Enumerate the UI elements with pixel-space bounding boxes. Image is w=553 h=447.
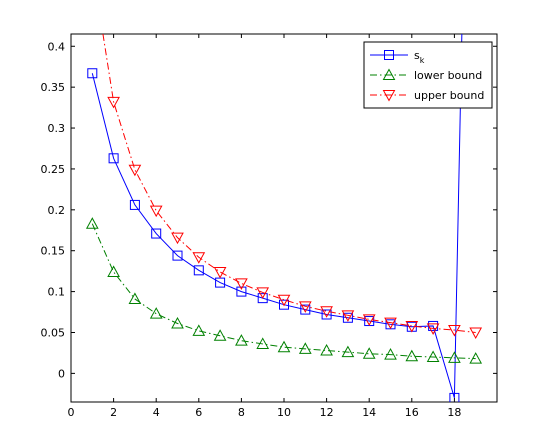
marker-triangle-up — [298, 342, 312, 354]
legend-label-0: sk — [414, 49, 425, 65]
marker-triangle-down — [107, 96, 120, 109]
marker-triangle-up — [235, 334, 248, 346]
series-2 — [102, 34, 483, 340]
marker-triangle-up — [384, 348, 397, 360]
marker-triangle-up — [171, 316, 184, 329]
marker-square — [279, 299, 289, 310]
marker-square — [172, 250, 183, 261]
x-tick-label: 12 — [320, 406, 334, 419]
marker-square — [257, 293, 268, 304]
marker-square — [321, 309, 332, 320]
marker-triangle-down — [320, 306, 333, 318]
series-line — [91, 223, 476, 360]
series-layer — [85, 34, 483, 402]
x-tick-label: 16 — [405, 406, 419, 419]
series-1 — [85, 217, 483, 364]
marker-square — [151, 228, 162, 239]
marker-triangle-up — [107, 265, 120, 277]
marker-triangle-up — [341, 345, 355, 358]
marker-triangle-up — [149, 307, 163, 319]
x-tick-label: 4 — [153, 406, 160, 419]
x-tick-label: 0 — [68, 406, 75, 419]
marker-triangle-up — [448, 351, 461, 363]
marker-square — [449, 392, 460, 402]
marker-triangle-up — [192, 324, 206, 336]
y-tick-label: 0.3 — [48, 122, 66, 135]
marker-triangle-up — [85, 217, 99, 229]
legend-label-1: lower bound — [414, 69, 482, 82]
marker-square — [236, 286, 247, 297]
marker-square — [108, 153, 119, 164]
x-tick-label: 14 — [362, 406, 376, 419]
marker-triangle-down — [149, 205, 163, 218]
marker-triangle-down — [256, 287, 270, 299]
marker-triangle-up — [213, 329, 227, 341]
tick-labels: 0 2 4 6 8 10 12 14 16 18 0 0.05 0.1 0.15 0.2 0.25 0.3 0.3… — [41, 40, 462, 419]
y-tick-label: 0.05 — [41, 326, 66, 339]
x-tick-label: 18 — [447, 406, 461, 419]
marker-triangle-down — [384, 317, 397, 330]
y-tick-label: 0.1 — [48, 286, 66, 299]
y-tick-label: 0.2 — [48, 204, 66, 217]
marker-triangle-up — [405, 349, 419, 362]
marker-square — [384, 50, 394, 60]
marker-triangle-down — [362, 314, 376, 326]
legend-label-subscript: k — [420, 56, 425, 65]
marker-triangle-down — [469, 327, 483, 340]
marker-square — [300, 304, 311, 315]
marker-triangle-down — [192, 252, 206, 264]
marker-square — [342, 312, 353, 323]
y-tick-label: 0.25 — [41, 163, 66, 176]
x-tick-label: 8 — [238, 406, 245, 419]
marker-triangle-up — [426, 350, 440, 363]
marker-triangle-down — [128, 164, 142, 177]
y-tick-label: 0.15 — [41, 245, 66, 258]
y-tick-label: 0 — [58, 367, 65, 380]
x-tick-label: 6 — [195, 406, 202, 419]
marker-triangle-up — [469, 352, 483, 364]
marker-triangle-up — [362, 347, 376, 359]
x-tick-label: 2 — [110, 406, 117, 419]
x-tick-label: 10 — [277, 406, 291, 419]
marker-triangle-down — [448, 325, 461, 337]
marker-triangle-down — [382, 90, 396, 102]
legend-label-2: upper bound — [414, 89, 484, 102]
marker-triangle-up — [320, 343, 333, 356]
marker-triangle-down — [298, 301, 312, 313]
y-tick-label: 0.35 — [41, 81, 66, 94]
marker-triangle-up — [256, 337, 270, 349]
marker-triangle-down — [171, 232, 184, 245]
y-tick-label: 0.4 — [48, 40, 66, 53]
marker-square — [87, 68, 98, 79]
marker-triangle-down — [341, 310, 355, 322]
marker-triangle-down — [277, 294, 291, 307]
marker-triangle-up — [277, 340, 291, 353]
legend: sk lower bound upper bound — [363, 41, 493, 109]
marker-triangle-down — [405, 320, 419, 333]
marker-triangle-down — [426, 323, 440, 335]
marker-triangle-down — [213, 266, 227, 279]
marker-triangle-up — [382, 68, 396, 80]
marker-square — [193, 265, 204, 276]
marker-square — [129, 199, 140, 210]
marker-triangle-down — [235, 278, 248, 290]
marker-triangle-up — [128, 292, 142, 304]
